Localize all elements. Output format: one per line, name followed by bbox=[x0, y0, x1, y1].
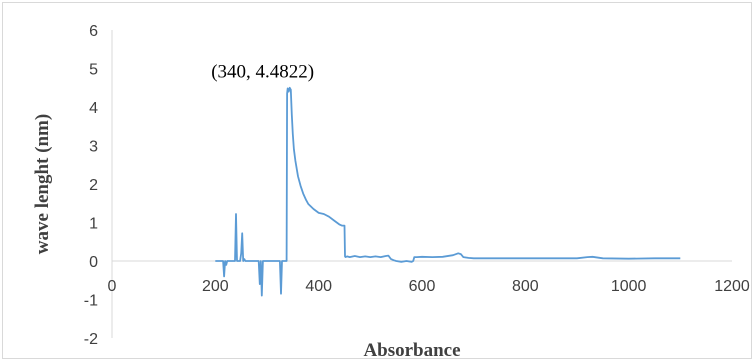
series-line bbox=[215, 86, 681, 297]
x-tick-label: 200 bbox=[202, 278, 229, 295]
chart-frame bbox=[2, 2, 752, 359]
y-tick-label: 0 bbox=[89, 254, 98, 271]
x-tick-label: 0 bbox=[108, 278, 117, 295]
x-tick-label: 1200 bbox=[714, 278, 750, 295]
y-tick-label: 5 bbox=[89, 62, 98, 79]
y-tick-label: 6 bbox=[89, 23, 98, 40]
y-tick-label: 4 bbox=[89, 100, 98, 117]
x-tick-labels: 0 200 400 600 800 1000 1200 bbox=[108, 278, 750, 295]
x-tick-label: 1000 bbox=[611, 278, 647, 295]
x-axis-title: Absorbance bbox=[363, 340, 460, 361]
y-tick-label: 3 bbox=[89, 139, 98, 156]
x-tick-label: 400 bbox=[305, 278, 332, 295]
data-point-annotation: (340, 4.4822) bbox=[211, 61, 314, 82]
y-tick-label: -1 bbox=[84, 293, 98, 310]
x-tick-label: 800 bbox=[512, 278, 539, 295]
y-tick-label: 1 bbox=[89, 216, 98, 233]
y-axis-title: wave lenght (nm) bbox=[32, 114, 53, 254]
x-tick-label: 600 bbox=[409, 278, 436, 295]
y-tick-label: 2 bbox=[89, 177, 98, 194]
y-tick-labels: -2 -1 0 1 2 3 4 5 6 bbox=[84, 23, 98, 348]
series-group bbox=[215, 86, 681, 297]
y-tick-label: -2 bbox=[84, 331, 98, 348]
